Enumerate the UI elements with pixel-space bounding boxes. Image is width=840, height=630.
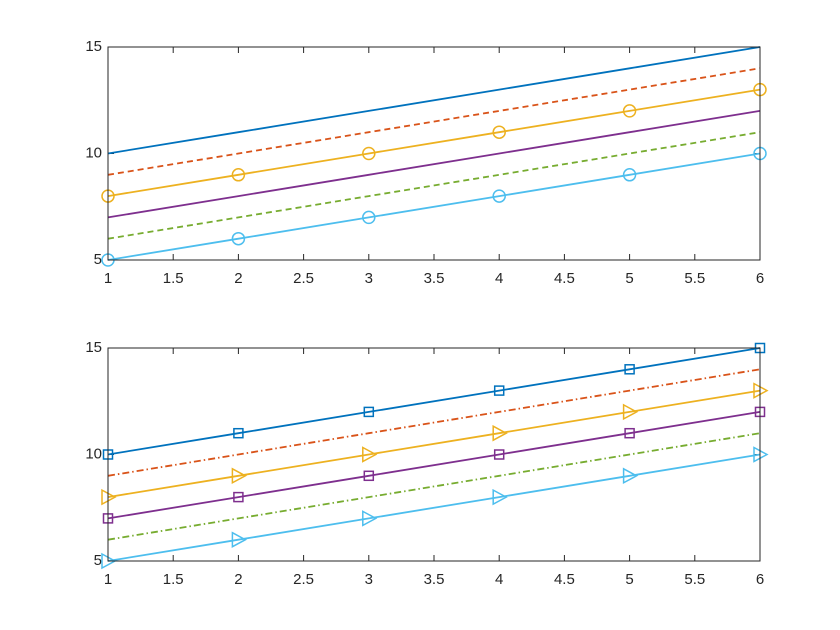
x-tick-label: 3	[365, 270, 373, 287]
marker	[622, 403, 639, 421]
marker	[231, 531, 247, 548]
x-tick-label: 1	[104, 270, 112, 287]
series-line	[107, 131, 761, 240]
x-tick-label: 5.5	[684, 571, 705, 588]
marker	[231, 467, 247, 485]
marker	[622, 168, 637, 182]
series-line	[107, 389, 761, 498]
marker	[233, 427, 244, 439]
series-line	[107, 432, 761, 541]
y-tick-label: 5	[94, 552, 102, 569]
x-tick-label: 5.5	[684, 270, 705, 287]
y-tick-label: 5	[94, 251, 102, 268]
x-tick-label: 2.5	[293, 270, 314, 287]
marker	[492, 488, 508, 506]
series-line	[107, 347, 761, 456]
marker	[233, 491, 244, 503]
marker	[492, 424, 508, 442]
x-tick-label: 2.5	[293, 571, 314, 588]
x-tick-label: 1.5	[163, 270, 184, 287]
marker	[492, 125, 506, 139]
plot-area	[108, 47, 760, 260]
y-tick-label: 15	[85, 339, 102, 356]
axes-box	[107, 347, 761, 562]
marker	[231, 231, 246, 246]
y-tick-label: 10	[85, 144, 102, 161]
series-line	[107, 411, 761, 520]
marker	[492, 189, 506, 203]
marker	[231, 168, 246, 182]
marker	[362, 146, 376, 161]
series-line	[107, 110, 761, 219]
series-line	[107, 368, 761, 477]
series-line	[107, 453, 761, 562]
marker	[363, 470, 375, 482]
x-tick-label: 3.5	[424, 270, 445, 287]
marker	[622, 104, 637, 118]
marker	[622, 467, 639, 485]
x-tick-label: 3.5	[424, 571, 445, 588]
marker	[362, 446, 378, 463]
x-tick-label: 6	[756, 270, 764, 287]
x-tick-label: 4	[495, 571, 503, 588]
marker	[624, 364, 635, 375]
marker	[363, 406, 375, 418]
series-line	[107, 46, 761, 155]
x-tick-label: 4	[495, 270, 503, 287]
marker	[493, 385, 505, 396]
x-tick-label: 3	[365, 571, 373, 588]
x-tick-label: 5	[625, 270, 633, 287]
series-line	[107, 88, 761, 197]
x-tick-label: 4.5	[554, 571, 575, 588]
series-line	[107, 67, 761, 176]
marker	[362, 510, 378, 527]
x-tick-label: 2	[234, 571, 242, 588]
y-tick-label: 15	[85, 38, 102, 55]
x-tick-label: 1	[104, 571, 112, 588]
axes-box	[107, 46, 761, 261]
marker	[493, 449, 505, 460]
marker	[624, 427, 635, 439]
x-tick-label: 1.5	[163, 571, 184, 588]
plot-area	[108, 348, 760, 561]
x-tick-label: 5	[625, 571, 633, 588]
x-tick-label: 6	[756, 571, 764, 588]
y-tick-label: 10	[85, 445, 102, 462]
marker	[362, 210, 376, 225]
series-line	[107, 152, 761, 261]
x-tick-label: 4.5	[554, 270, 575, 287]
x-tick-label: 2	[234, 270, 242, 287]
